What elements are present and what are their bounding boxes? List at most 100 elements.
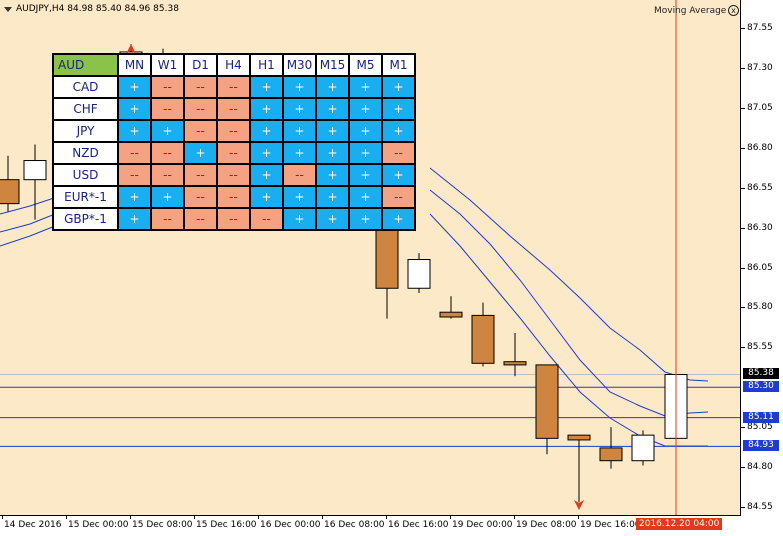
matrix-cell: + <box>150 185 185 209</box>
matrix-cell: + <box>348 119 383 143</box>
matrix-cell: -- <box>216 75 251 99</box>
timeframe-header-m5: M5 <box>348 53 383 77</box>
matrix-cell: + <box>282 207 317 231</box>
price-label: 85.80 <box>747 302 773 313</box>
timeframe-header-m30: M30 <box>282 53 317 77</box>
matrix-cell: -- <box>216 207 251 231</box>
time-tick <box>514 516 515 519</box>
matrix-row: CHF + -- -- -- + + + + + <box>52 97 416 121</box>
matrix-row-label: CAD <box>52 75 119 99</box>
chart-menu-arrow-icon[interactable] <box>4 7 12 12</box>
matrix-cell: + <box>117 207 152 231</box>
matrix-cell: + <box>348 97 383 121</box>
matrix-cell: -- <box>150 75 185 99</box>
matrix-row: CAD + -- -- -- + + + + + <box>52 75 416 99</box>
matrix-cell: + <box>348 163 383 187</box>
matrix-cell: + <box>315 75 350 99</box>
time-label: 16 Dec 16:00 <box>388 520 449 530</box>
timeframe-header-w1: W1 <box>150 53 185 77</box>
matrix-row: USD -- -- -- -- + -- + + + <box>52 163 416 187</box>
fractal-down-arrow-icon <box>574 500 584 510</box>
matrix-cell: + <box>315 163 350 187</box>
candle-body <box>439 311 463 318</box>
matrix-corner-currency: AUD <box>52 53 119 77</box>
matrix-cell: -- <box>183 75 218 99</box>
matrix-cell: + <box>117 97 152 121</box>
time-tick <box>2 516 3 519</box>
matrix-cell: + <box>117 185 152 209</box>
time-label: 15 Dec 08:00 <box>132 520 193 530</box>
price-axis[interactable]: 87.55 87.30 87.05 86.80 86.55 86.30 86.05 85.80… <box>741 0 783 536</box>
matrix-cell: -- <box>249 207 284 231</box>
moving-average-line <box>429 213 708 447</box>
time-tick <box>578 516 579 519</box>
price-tick <box>741 427 745 429</box>
timeframe-header-m15: M15 <box>315 53 350 77</box>
matrix-cell: + <box>348 207 383 231</box>
candle-body <box>375 223 399 289</box>
time-tick <box>258 516 259 519</box>
candle-body <box>631 434 655 462</box>
price-tick <box>741 307 745 309</box>
matrix-cell: + <box>117 75 152 99</box>
matrix-cell: -- <box>150 97 185 121</box>
matrix-cell: -- <box>216 163 251 187</box>
matrix-cell: + <box>381 97 416 121</box>
matrix-cell: -- <box>216 141 251 165</box>
matrix-cell: + <box>249 185 284 209</box>
time-axis[interactable]: 14 Dec 2016 15 Dec 00:00 15 Dec 08:00 15 De… <box>0 516 741 536</box>
price-tick <box>741 267 745 269</box>
candle-body <box>0 179 20 205</box>
matrix-cell: + <box>348 141 383 165</box>
indicator-close-icon[interactable]: x <box>728 5 739 16</box>
matrix-cell: -- <box>150 141 185 165</box>
matrix-cell: + <box>282 119 317 143</box>
price-marker-badge: 85.38 <box>743 368 779 380</box>
matrix-cell: -- <box>150 207 185 231</box>
chart-area[interactable]: AUDJPY,H4 84.98 85.40 84.96 85.38 Moving… <box>0 0 741 516</box>
matrix-cell: + <box>381 207 416 231</box>
price-tick <box>741 187 745 189</box>
time-tick <box>322 516 323 519</box>
matrix-cell: + <box>348 75 383 99</box>
price-tick <box>741 347 745 349</box>
matrix-cell: + <box>183 141 218 165</box>
candle-body <box>471 314 495 364</box>
price-label: 86.05 <box>747 262 773 273</box>
matrix-cell: + <box>249 97 284 121</box>
price-marker-badge: 85.30 <box>743 381 779 393</box>
symbol-info: AUDJPY,H4 84.98 85.40 84.96 85.38 <box>16 4 179 14</box>
price-tick <box>741 107 745 109</box>
price-tick <box>741 467 745 469</box>
candle-body <box>503 361 527 366</box>
time-label: 15 Dec 00:00 <box>68 520 129 530</box>
matrix-row: JPY + + -- -- + + + + + <box>52 119 416 143</box>
time-tick <box>130 516 131 519</box>
time-tick <box>194 516 195 519</box>
matrix-cell: -- <box>216 119 251 143</box>
timeframe-header-d1: D1 <box>183 53 218 77</box>
candle-body <box>567 434 591 441</box>
matrix-cell: + <box>315 141 350 165</box>
time-label: 19 Dec 16:00 <box>580 520 641 530</box>
matrix-cell: -- <box>381 141 416 165</box>
indicator-name: Moving Average <box>654 6 727 16</box>
timeframe-header-h1: H1 <box>249 53 284 77</box>
candle-body <box>407 259 431 289</box>
time-tick <box>450 516 451 519</box>
price-label: 87.55 <box>747 23 773 33</box>
matrix-cell: -- <box>282 163 317 187</box>
matrix-cell: + <box>381 119 416 143</box>
matrix-cell: -- <box>216 97 251 121</box>
matrix-cell: -- <box>216 185 251 209</box>
price-tick <box>741 147 745 149</box>
matrix-cell: + <box>117 119 152 143</box>
candle-body <box>535 364 559 439</box>
current-time-badge: 2016.12.20 04:00 <box>636 518 723 530</box>
price-tick <box>741 67 745 69</box>
price-marker-badge: 85.11 <box>743 411 779 423</box>
matrix-row-label: NZD <box>52 141 119 165</box>
matrix-cell: + <box>282 75 317 99</box>
time-tick <box>66 516 67 519</box>
price-label: 84.55 <box>747 502 773 512</box>
